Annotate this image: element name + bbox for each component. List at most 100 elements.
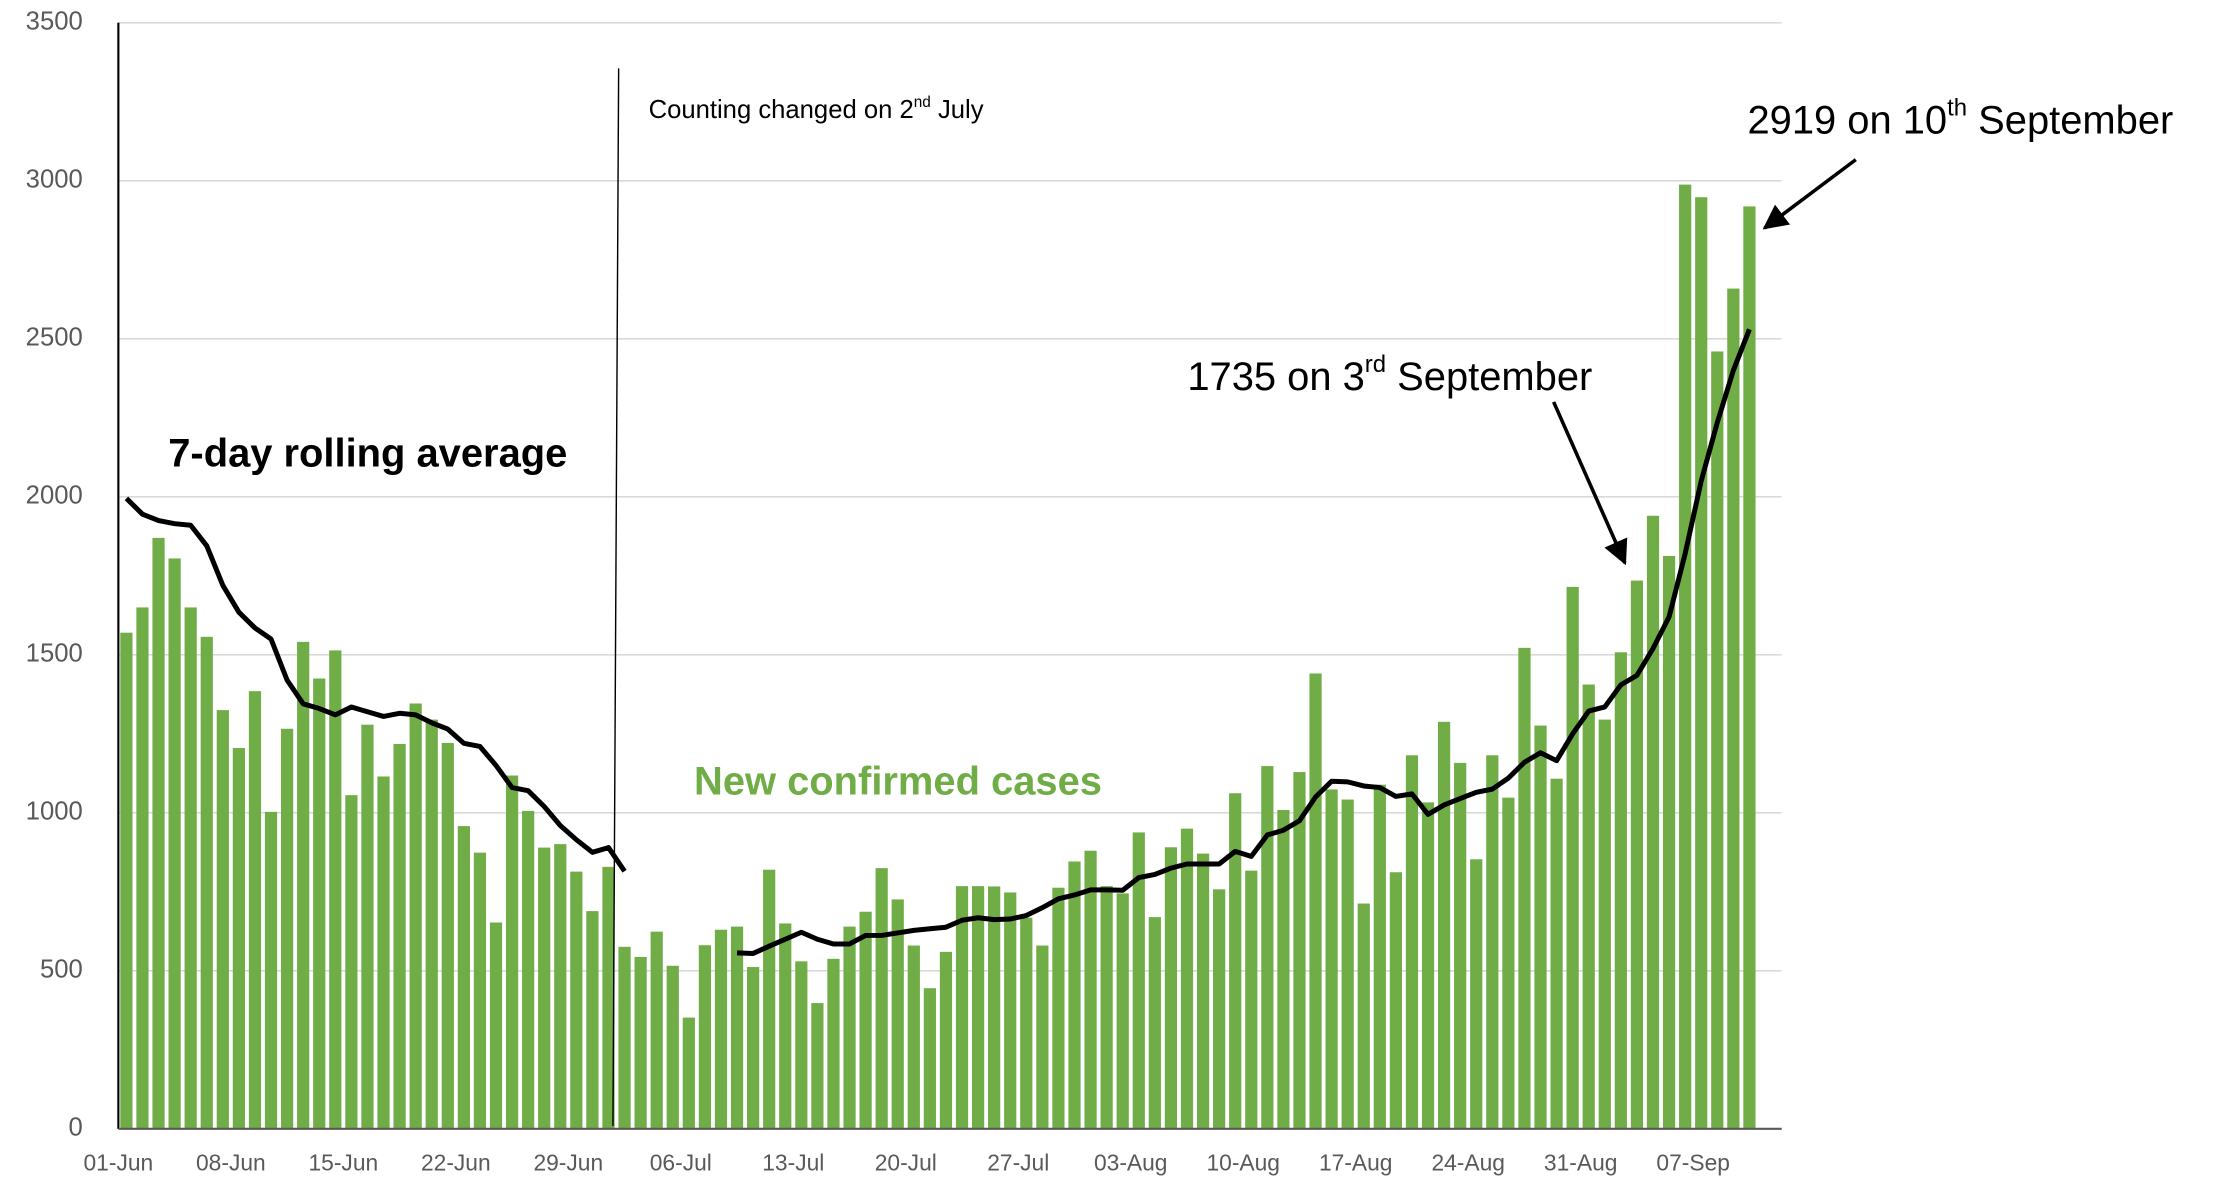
bar: [843, 926, 856, 1129]
annotation-part: 1735 on 3: [1187, 355, 1364, 399]
y-tick-label: 500: [40, 956, 83, 984]
y-tick-label: 2000: [26, 482, 83, 510]
bar: [602, 866, 615, 1129]
bar: [1421, 802, 1435, 1129]
bar: [955, 886, 969, 1129]
bar: [216, 710, 229, 1129]
x-tick-label: 01-Jun: [84, 1149, 154, 1175]
bar: [1148, 917, 1161, 1129]
bar: [120, 632, 133, 1129]
y-tick-label: 3000: [26, 166, 83, 194]
bar: [409, 703, 422, 1129]
annotation-part: July: [931, 96, 984, 124]
bar: [1679, 184, 1692, 1129]
bar: [1164, 847, 1178, 1129]
x-tick-label: 08-Jun: [196, 1149, 266, 1175]
arrow: [1552, 401, 1628, 566]
bar: [1084, 850, 1097, 1129]
bar: [1213, 889, 1226, 1129]
bar: [1486, 755, 1499, 1129]
bar: [1116, 893, 1129, 1129]
bar: [1068, 861, 1081, 1129]
bar: [1711, 351, 1724, 1129]
bar: [1245, 870, 1258, 1129]
x-tick-label: 10-Aug: [1206, 1149, 1280, 1175]
bar: [1052, 887, 1065, 1129]
x-tick-label: 24-Aug: [1431, 1149, 1505, 1175]
bar: [1662, 555, 1676, 1129]
annotation-part: rd: [1365, 351, 1386, 378]
bar: [248, 691, 262, 1129]
bar: [923, 988, 936, 1129]
annotation: 1735 on 3rd September: [1187, 351, 1592, 399]
bar: [1196, 853, 1210, 1129]
bar: [280, 728, 294, 1129]
bar: [779, 923, 792, 1129]
bar: [377, 776, 390, 1129]
annotation-part: September: [1967, 98, 2173, 142]
x-tick-label: 22-Jun: [421, 1149, 491, 1175]
bar: [1373, 784, 1386, 1129]
bar: [1470, 859, 1483, 1129]
labels: 0 500 1000 1500 2000 2500 3000 3500 01-Jun 08-Jun…: [26, 8, 2174, 1176]
bar: [473, 852, 487, 1129]
bar: [1727, 288, 1740, 1129]
bar: [907, 945, 920, 1129]
y-tick-label: 1000: [26, 798, 83, 826]
bars: [120, 184, 1756, 1129]
bar: [1630, 580, 1644, 1129]
bar: [811, 1003, 824, 1129]
x-tick-label: 13-Jul: [762, 1149, 824, 1175]
bar: [200, 636, 213, 1129]
bar: [1277, 809, 1290, 1129]
line: [124, 328, 1752, 956]
arrow: [1762, 158, 1857, 230]
bar: [1100, 886, 1113, 1129]
bar: [1518, 647, 1531, 1129]
bar: [859, 911, 872, 1129]
bar: [538, 847, 551, 1129]
bar: [184, 607, 197, 1129]
bar: [441, 742, 454, 1129]
annotation: Counting changed on 2nd July: [649, 94, 984, 124]
annotation-part: nd: [914, 94, 931, 111]
bar: [1534, 725, 1547, 1129]
bar: [136, 607, 149, 1129]
bar: [650, 931, 663, 1129]
bar: [730, 926, 744, 1129]
bar: [1437, 721, 1451, 1129]
y-tick-label: 3500: [26, 8, 83, 36]
bar: [489, 922, 503, 1129]
bar: [152, 537, 165, 1129]
bar: [1389, 872, 1403, 1129]
bar: [971, 886, 985, 1129]
bar: [1341, 799, 1354, 1129]
bar: [1309, 673, 1322, 1129]
y-tick-label: 0: [68, 1114, 82, 1142]
bar: [361, 724, 374, 1129]
bar: [618, 946, 631, 1129]
bar: [763, 869, 776, 1129]
bar: [570, 871, 583, 1129]
bar: [666, 965, 679, 1129]
bar: [1582, 684, 1595, 1129]
bar: [795, 961, 808, 1129]
bar: [939, 951, 953, 1129]
bar: [1646, 515, 1660, 1129]
bar: [1020, 917, 1033, 1129]
x-tick-label: 15-Jun: [308, 1149, 378, 1175]
bar: [827, 958, 840, 1129]
bar: [634, 956, 647, 1129]
bar: [1743, 206, 1756, 1129]
annotation: 2919 on 10th September: [1747, 94, 2173, 142]
bar: [554, 844, 567, 1129]
y-tick-label: 2500: [26, 324, 83, 352]
x-tick-label: 31-Aug: [1544, 1149, 1618, 1175]
bar: [264, 811, 278, 1129]
bar: [1550, 778, 1563, 1129]
bar: [875, 868, 888, 1129]
bar: [714, 929, 728, 1129]
bar: [1325, 789, 1338, 1129]
